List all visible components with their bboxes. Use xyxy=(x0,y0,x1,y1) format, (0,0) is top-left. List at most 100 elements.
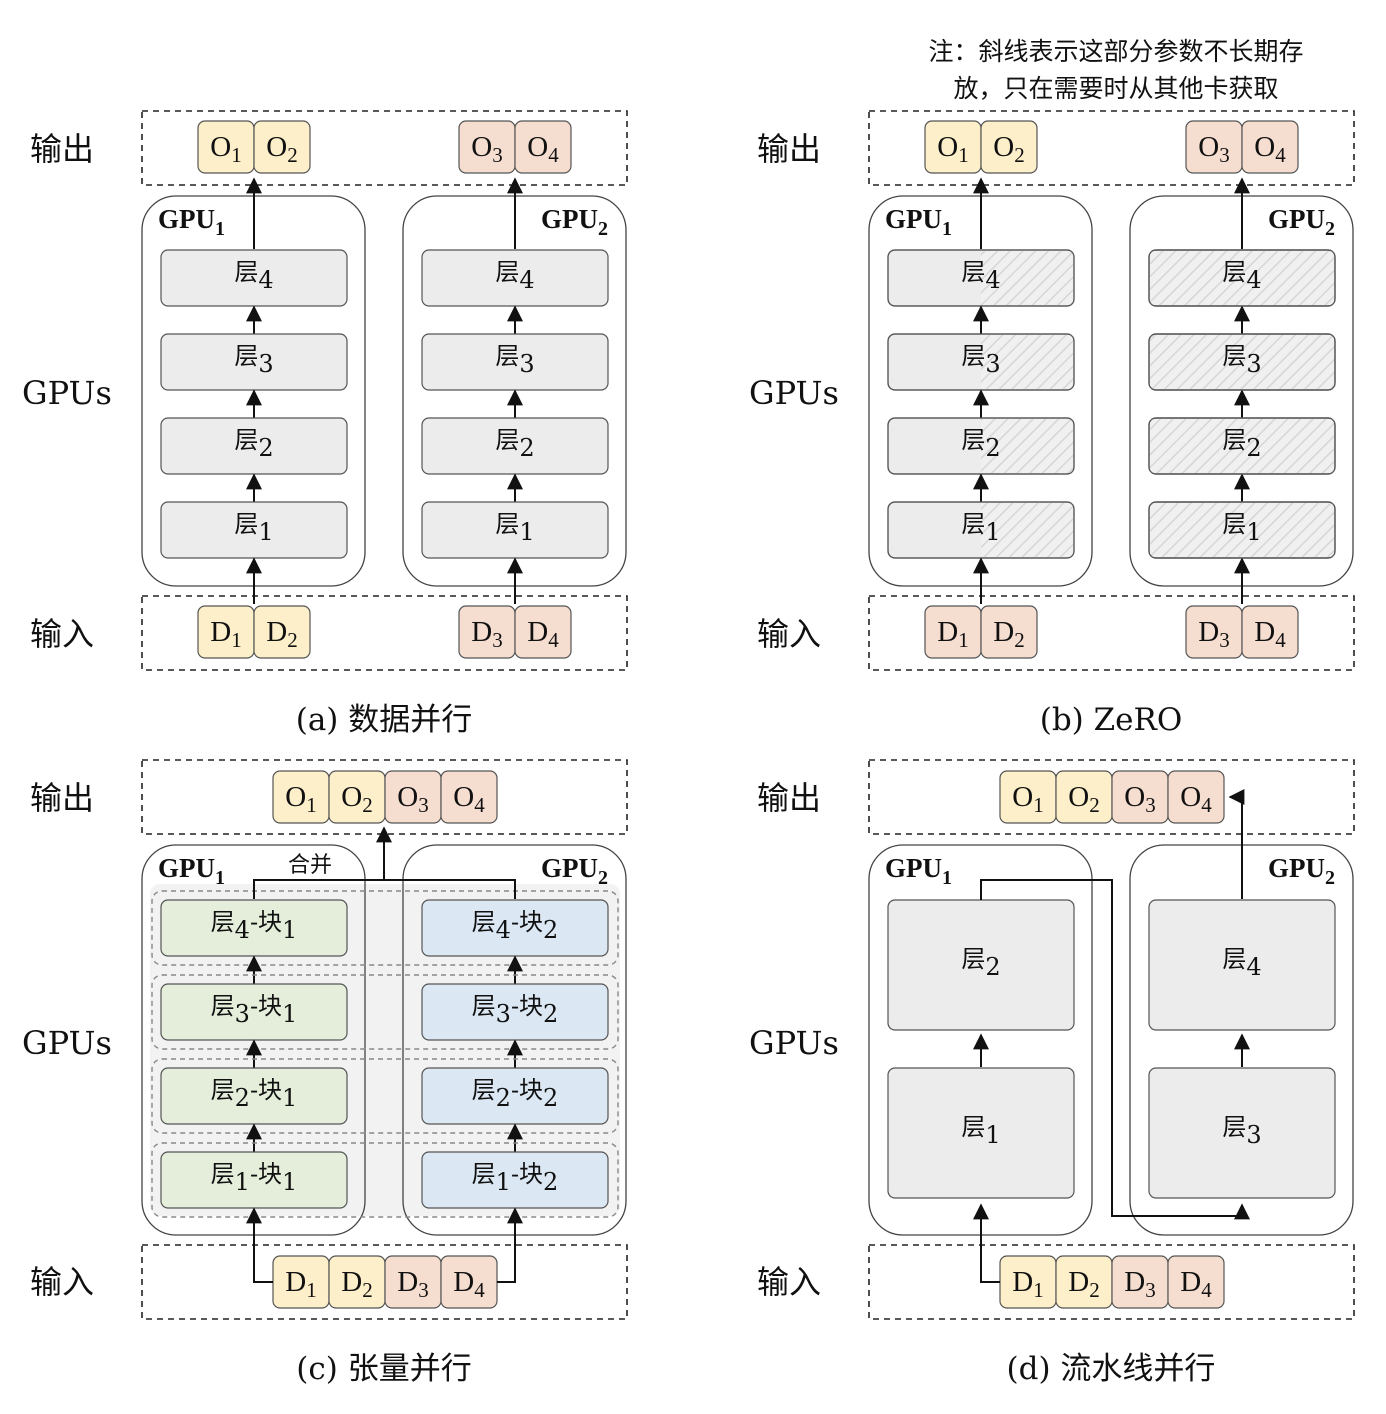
gpu1-shard-label-part: -块 xyxy=(250,908,282,936)
input-token-1-label: D4 xyxy=(1254,616,1286,652)
input-token-1-label: D2 xyxy=(266,616,297,652)
output-token-0-label-part: O xyxy=(937,131,958,163)
input-region xyxy=(868,1244,1355,1320)
note-line-1-part: 注：斜线表示这部分参数不长期存 xyxy=(928,37,1303,66)
gpu2-layer-label: 层4 xyxy=(1222,258,1261,294)
gpu-title: GPU2 xyxy=(541,853,608,889)
gpu2-layer-label-part: 2 xyxy=(1246,434,1261,462)
output-token-1-label-part: O xyxy=(993,131,1014,163)
output-region xyxy=(868,759,1355,835)
gpu-title-part: GPU xyxy=(885,204,942,234)
gpu1-layer-label-part: 层 xyxy=(234,426,258,454)
caption-b-part: (b) ZeRO xyxy=(1040,702,1183,738)
gpu2-stage-box xyxy=(1148,899,1336,1031)
gpu2-shard-label-part: 层 xyxy=(472,1160,496,1188)
output-token-3-label: O4 xyxy=(1180,781,1212,817)
gpu2-shard-label-part: 1 xyxy=(496,1168,511,1196)
caption-a-part: (a) 数据并行 xyxy=(296,702,473,738)
gpu1-layer-label: 层2 xyxy=(234,426,273,462)
gpu-title-part: GPU xyxy=(885,853,942,883)
row-label-output-part: 输出 xyxy=(30,130,94,168)
gpu1-shard-label: 层4-块1 xyxy=(211,908,298,944)
gpu1-layer-label-part: 2 xyxy=(985,434,1000,462)
input-token-1-box xyxy=(253,605,311,659)
output-token-3-label-part: O xyxy=(453,781,474,813)
row-label-input-part: 输入 xyxy=(757,615,821,653)
gpu1-layer-label-part: 2 xyxy=(258,434,273,462)
output-token-0-label-part: 3 xyxy=(492,143,503,167)
gpu2-layer-label-part: 层 xyxy=(495,258,519,286)
gpu2-layer-label-part: 3 xyxy=(1246,350,1261,378)
input-token-3-label-part: 4 xyxy=(474,1278,485,1302)
gpu-title-part: 1 xyxy=(215,218,225,240)
row-label-input: 输入 xyxy=(757,615,821,653)
row-label-output: 输出 xyxy=(30,779,94,817)
gpu2-layer-label: 层1 xyxy=(1222,510,1261,546)
input-token-1-box xyxy=(514,605,572,659)
gpu1-shard-label-part: -块 xyxy=(250,1076,282,1104)
row-label-output-part: 输出 xyxy=(757,130,821,168)
input-token-1-label-part: D xyxy=(266,616,287,648)
gpu2-layer-label-part: 1 xyxy=(1246,518,1261,546)
input-token-0-label-part: 3 xyxy=(492,628,503,652)
row-label-input-part: 输入 xyxy=(30,1263,94,1301)
gpu2-shard-label-part: 2 xyxy=(543,1000,558,1028)
gpu1-shard-label-part: 层 xyxy=(211,1160,235,1188)
gpu1-shard-label: 层1-块1 xyxy=(211,1160,298,1196)
row-label-output: 输出 xyxy=(757,130,821,168)
gpu2-shard-label: 层4-块2 xyxy=(472,908,559,944)
output-token-1-box xyxy=(514,120,572,174)
output-token-1-label-part: 4 xyxy=(1275,143,1286,167)
caption-c-part: (c) 张量并行 xyxy=(296,1351,471,1387)
row-label-output: 输出 xyxy=(30,130,94,168)
gpu-title-part: 2 xyxy=(1325,218,1335,240)
gpu2-shard-label-part: 层 xyxy=(472,1076,496,1104)
gpu2-layer-label-part: 层 xyxy=(1222,426,1246,454)
gpu2-layer-label: 层3 xyxy=(495,342,534,378)
input-token-3-label: D4 xyxy=(453,1266,485,1302)
input-token-1-label-part: D xyxy=(993,616,1014,648)
gpu2-stage-label: 层3 xyxy=(1222,1113,1261,1149)
gpu1-layer-label: 层4 xyxy=(961,258,1000,294)
gpu1-layer-label-part: 4 xyxy=(985,266,1000,294)
input-token-1-label-part: 2 xyxy=(287,628,298,652)
note-line-2: 放，只在需要时从其他卡获取 xyxy=(953,74,1278,103)
gpu1-layer-hatch xyxy=(981,503,1073,557)
input-token-0-label: D1 xyxy=(937,616,968,652)
gpu-title-part: GPU xyxy=(1268,853,1325,883)
output-token-0-label-part: O xyxy=(1012,781,1033,813)
gpu2-layer-label-part: 3 xyxy=(519,350,534,378)
input-token-3-label-part: D xyxy=(1180,1266,1201,1298)
gpu-title-part: 2 xyxy=(598,867,608,889)
input-token-3-label-part: D xyxy=(453,1266,474,1298)
gpu2-stage-label-part: 层 xyxy=(1222,1113,1246,1141)
output-token-2-label: O3 xyxy=(397,781,428,817)
output-token-2-label: O3 xyxy=(1124,781,1155,817)
output-token-0-label: O1 xyxy=(1012,781,1043,817)
gpu1-layer-label-part: 层 xyxy=(961,426,985,454)
gpu-title-part: 2 xyxy=(1325,867,1335,889)
output-token-3-box xyxy=(1167,770,1225,824)
gpu1-shard-label: 层3-块1 xyxy=(211,992,298,1028)
gpu2-full-hatch xyxy=(1150,503,1334,557)
gpu-title-part: 1 xyxy=(215,867,225,889)
gpu1-shard-label-part: 层 xyxy=(211,1076,235,1104)
input-token-0-label: D1 xyxy=(1012,1266,1043,1302)
input-token-1-label: D4 xyxy=(527,616,559,652)
input-token-1-label-part: D xyxy=(1068,1266,1089,1298)
gpu1-shard-label-part: 1 xyxy=(282,1000,297,1028)
merge-label: 合并 xyxy=(288,853,332,878)
output-token-2-label-part: O xyxy=(1124,781,1145,813)
gpu2-layer-label: 层2 xyxy=(495,426,534,462)
gpu2-shard-label-part: 2 xyxy=(543,1168,558,1196)
output-token-1-label: O2 xyxy=(266,131,297,167)
gpu1-layer-label-part: 3 xyxy=(258,350,273,378)
gpu1-shard-label-part: 1 xyxy=(235,1168,250,1196)
gpu-title-part: GPU xyxy=(158,204,215,234)
gpu2-layer-label-part: 1 xyxy=(519,518,534,546)
gpu2-shard-label-part: 2 xyxy=(496,1084,511,1112)
output-token-0-label: O1 xyxy=(937,131,968,167)
output-token-0-label-part: 1 xyxy=(231,143,242,167)
gpu1-layer-label-part: 1 xyxy=(985,518,1000,546)
